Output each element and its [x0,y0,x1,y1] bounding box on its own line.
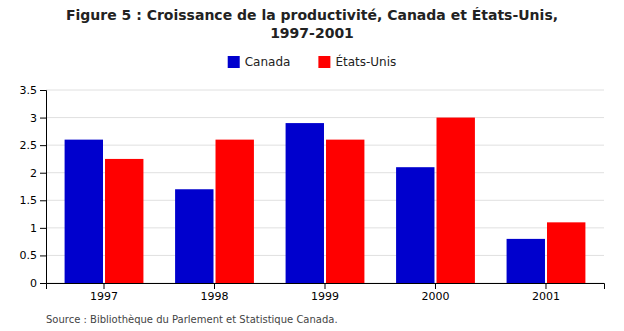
y-tick-label: 2.5 [20,139,38,152]
legend-swatch [318,56,330,68]
y-tick: 3.5 [20,84,47,97]
x-tick-mark [214,283,215,289]
y-tick-label: 3 [30,112,37,125]
legend-label: États-Unis [335,54,396,69]
title: Figure 5 : Croissance de la productivité… [66,7,558,23]
y-tick-mark [40,173,46,174]
x-tick: 1997 [90,283,118,303]
x-tick-label: 2001 [532,290,560,303]
annotations: Source : Bibliothèque du Parlement et St… [46,314,338,325]
y-tick-mark [40,145,46,146]
y-tick-mark [40,228,46,229]
bars [65,118,586,283]
bar [105,159,143,283]
y-tick-label: 2 [30,167,37,180]
y-tick: 1.5 [20,194,47,207]
x-tick: 2001 [532,283,560,303]
y-tick: 2.5 [20,139,47,152]
grid-line [46,90,604,91]
subtitle: 1997-2001 [270,25,354,41]
y-tick-label: 0.5 [20,249,38,262]
x-tick-mark [325,283,326,289]
bar [507,239,545,283]
legend-swatch [228,56,240,68]
bar [216,140,254,283]
legend-item: États-Unis [318,54,396,69]
legend-item: Canada [228,55,291,69]
y-tick: 0.5 [20,249,47,262]
y-tick-mark [40,283,46,284]
x-tick-label: 1999 [311,290,339,303]
source-note: Source : Bibliothèque du Parlement et St… [46,314,338,325]
y-tick-mark [40,118,46,119]
x-tick-label: 1998 [201,290,229,303]
plot: 0 0.5 1 1.5 2 2.5 3 3.5 1997 1998 1999 2000 2001 [20,84,605,303]
y-tick-label: 1 [30,222,37,235]
bar [65,140,103,283]
y-tick: 3 [30,112,46,125]
bar [437,118,475,283]
bar-series [105,118,585,283]
bar [175,189,213,283]
x-tick-mark [435,283,436,289]
grid-line [46,145,604,146]
y-tick-label: 1.5 [20,194,38,207]
x-tick-label: 2000 [421,290,449,303]
y-tick-mark [40,255,46,256]
title-group: Figure 5 : Croissance de la productivité… [66,7,558,41]
x-tick-label: 1997 [90,290,118,303]
x-tick-mark [104,283,105,289]
chart: Figure 5 : Croissance de la productivité… [0,0,624,331]
grid-line [46,117,604,118]
bar [326,140,364,283]
x-tick: 1998 [201,283,229,303]
y-tick: 0 [30,277,46,290]
y-tick: 1 [30,222,46,235]
y-tick-label: 3.5 [20,84,38,97]
bar [396,167,434,283]
x-tick: 2000 [421,283,449,303]
grid [46,90,604,283]
y-axis: 0 0.5 1 1.5 2 2.5 3 3.5 [20,84,47,290]
x-axis-line [47,284,605,290]
y-tick-mark [40,90,46,91]
y-tick-mark [40,200,46,201]
legend-label: Canada [245,55,291,69]
x-tick-mark [545,283,546,289]
x-tick: 1999 [311,283,339,303]
legend: Canada États-Unis [228,54,397,69]
y-axis-line [40,91,47,284]
y-tick: 2 [30,167,46,180]
bar [547,222,585,283]
x-axis: 1997 1998 1999 2000 2001 [47,283,605,303]
bar [286,123,324,283]
y-tick-label: 0 [30,277,37,290]
